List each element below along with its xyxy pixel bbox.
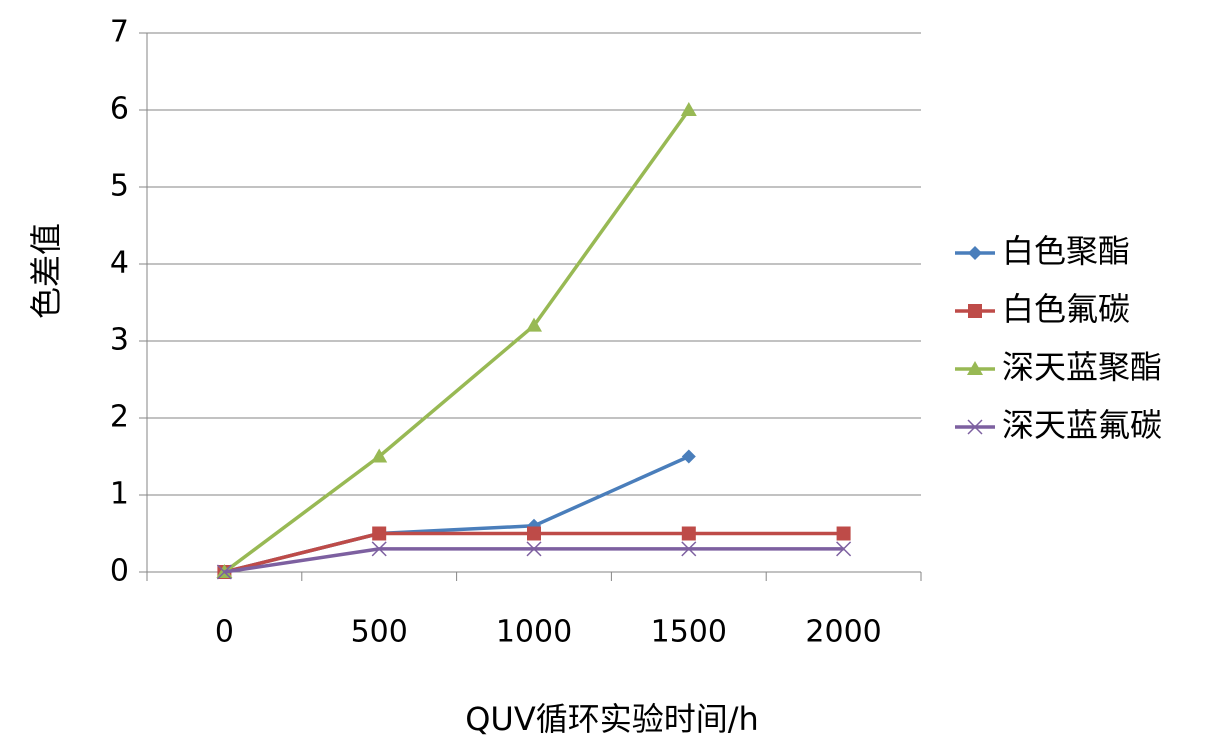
y-tick-label: 2 bbox=[110, 400, 129, 435]
legend-item: 白色聚酯 bbox=[955, 232, 1130, 270]
data-point bbox=[681, 526, 696, 541]
data-point bbox=[371, 541, 387, 557]
x-tick-label: 500 bbox=[351, 615, 408, 650]
legend-marker bbox=[967, 361, 983, 375]
y-axis-title: 色差值 bbox=[27, 223, 65, 319]
legend-marker bbox=[968, 304, 982, 318]
data-point bbox=[681, 541, 697, 557]
y-tick-label: 7 bbox=[110, 15, 129, 50]
legend-marker bbox=[967, 419, 983, 435]
legend-label: 白色聚酯 bbox=[1002, 232, 1130, 270]
data-point bbox=[372, 526, 387, 541]
data-point bbox=[527, 526, 541, 541]
series-1 bbox=[217, 526, 851, 579]
y-tick-label: 6 bbox=[110, 92, 129, 127]
y-tick-label: 0 bbox=[110, 554, 129, 589]
data-point bbox=[836, 541, 852, 557]
y-tick-label: 1 bbox=[110, 477, 129, 512]
x-tick-label: 0 bbox=[215, 615, 234, 650]
y-tick-label: 5 bbox=[110, 169, 129, 204]
x-axis-title: QUV循环实验时间/h bbox=[465, 700, 759, 738]
legend-item: 深天蓝聚酯 bbox=[955, 348, 1162, 386]
legend-marker bbox=[968, 246, 982, 260]
series-line bbox=[223, 108, 691, 574]
data-point bbox=[836, 526, 851, 541]
data-point bbox=[681, 449, 696, 464]
series-group bbox=[216, 102, 852, 580]
legend-item: 白色氟碳 bbox=[955, 290, 1130, 328]
data-point bbox=[680, 102, 697, 116]
x-tick-label: 1000 bbox=[496, 615, 572, 650]
axes bbox=[139, 32, 922, 581]
data-point bbox=[216, 564, 232, 580]
series-line bbox=[224, 547, 844, 574]
x-tick-label: 2000 bbox=[805, 615, 881, 650]
data-point bbox=[371, 448, 388, 463]
legend-item: 深天蓝氟碳 bbox=[955, 406, 1162, 444]
series-0 bbox=[217, 449, 696, 579]
x-tick-label: 1500 bbox=[651, 615, 727, 650]
gridlines bbox=[147, 32, 921, 496]
series-3 bbox=[216, 541, 852, 580]
legend-label: 深天蓝氟碳 bbox=[1002, 406, 1162, 444]
y-tick-label: 4 bbox=[110, 246, 129, 281]
data-point bbox=[526, 541, 542, 557]
series-2 bbox=[216, 102, 697, 578]
legend-label: 深天蓝聚酯 bbox=[1002, 348, 1162, 386]
tick-labels: 0 1 2 3 4 5 6 7 0 500 1000 1500 2000 bbox=[110, 15, 882, 650]
y-tick-label: 3 bbox=[110, 323, 129, 358]
legend-label: 白色氟碳 bbox=[1002, 290, 1130, 328]
data-point bbox=[526, 317, 542, 332]
